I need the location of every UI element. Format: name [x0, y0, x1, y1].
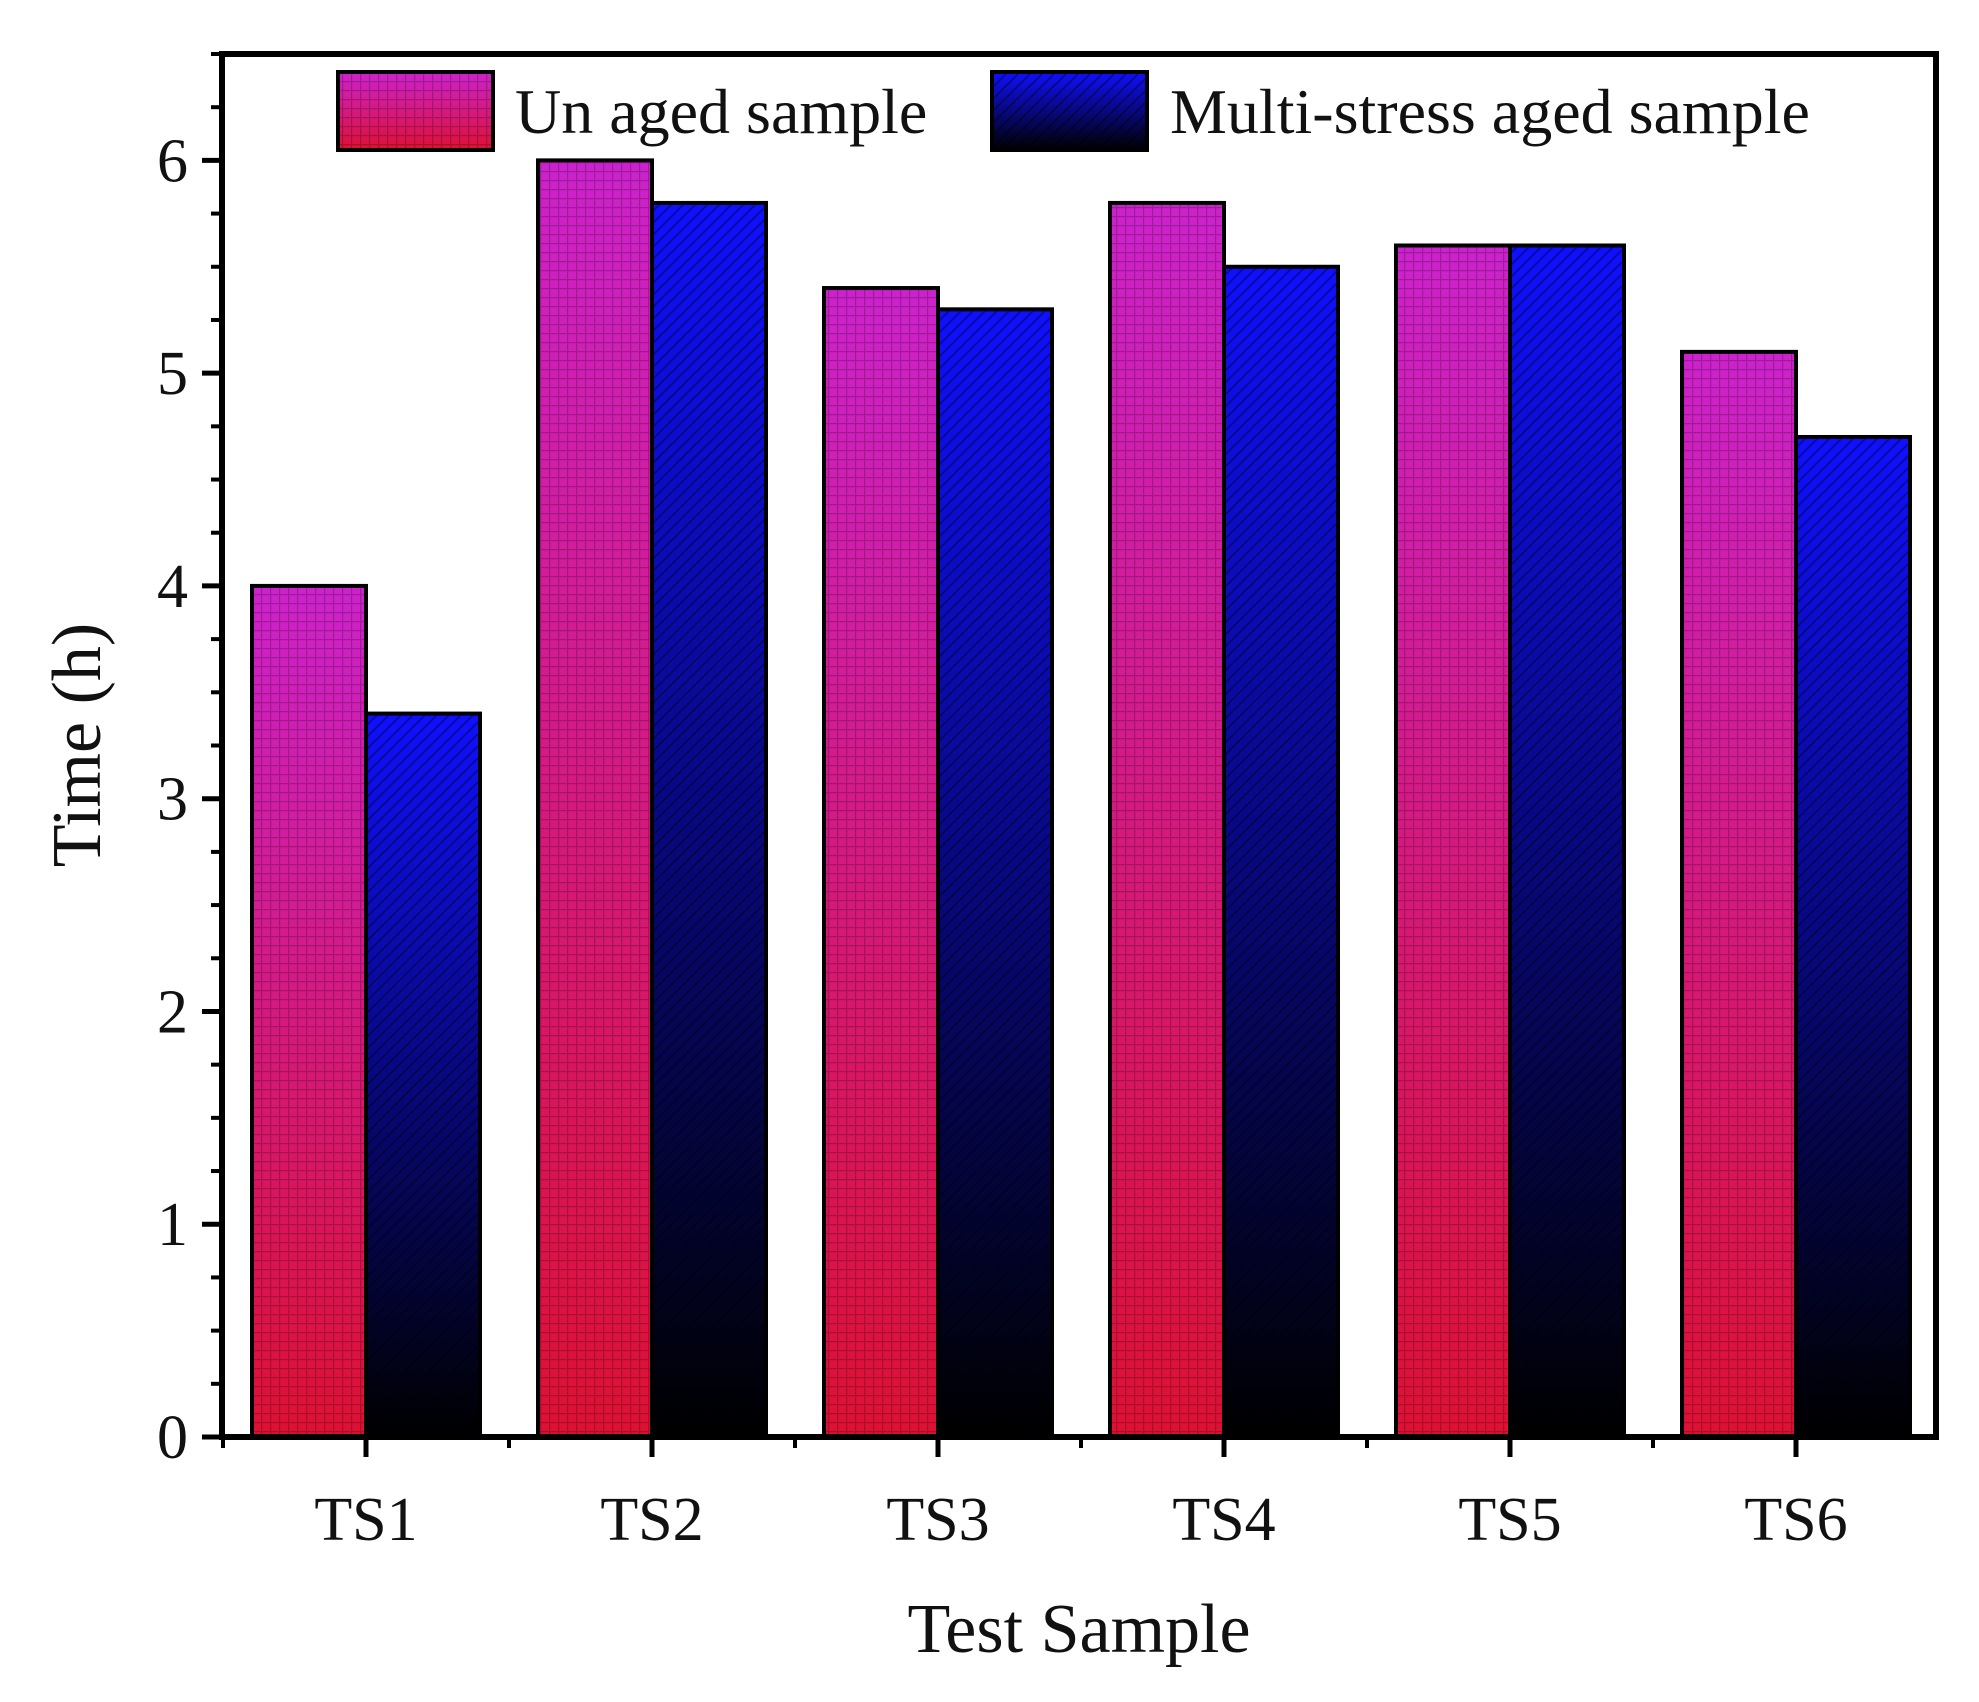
bar-pattern-unaged-ts5: [1396, 245, 1510, 1437]
y-tick-label: 1: [157, 1191, 188, 1259]
legend-item-unaged: Un aged sample: [336, 70, 927, 152]
y-axis-title: Time (h): [39, 623, 116, 867]
y-tick-label: 3: [157, 766, 188, 834]
bar-pattern-aged-ts5: [1510, 245, 1624, 1437]
y-tick-label: 6: [157, 127, 188, 195]
legend: Un aged sample Multi-stress aged sample: [336, 70, 1810, 152]
bar-pattern-unaged-ts1: [252, 585, 366, 1437]
legend-swatch-unaged-pattern: [338, 72, 493, 150]
x-tick-label: TS5: [1458, 1486, 1561, 1554]
x-tick-label: TS6: [1744, 1486, 1847, 1554]
y-tick-label: 2: [157, 978, 188, 1046]
bar-pattern-aged-ts4: [1224, 266, 1338, 1437]
bar-pattern-aged-ts1: [366, 713, 480, 1437]
y-axis: 0 1 2 3 4 5 6: [157, 52, 222, 1472]
bar-pattern-aged-ts3: [938, 309, 1052, 1437]
bar-pattern-unaged-ts3: [824, 288, 938, 1437]
bars-group: [250, 158, 1912, 1439]
x-tick-label: TS3: [886, 1486, 989, 1554]
bar-pattern-aged-ts2: [652, 202, 766, 1437]
y-tick-label: 5: [157, 340, 188, 408]
bar-pattern-unaged-ts4: [1110, 202, 1224, 1437]
legend-label-unaged: Un aged sample: [515, 76, 927, 147]
legend-swatch-aged-pattern: [992, 72, 1147, 150]
legend-item-aged: Multi-stress aged sample: [990, 70, 1810, 152]
bar-pattern-unaged-ts2: [538, 160, 652, 1437]
x-tick-label: TS4: [1172, 1486, 1275, 1554]
x-axis: TS1 TS2 TS3 TS4 TS5 TS6: [221, 1437, 1848, 1554]
bar-pattern-unaged-ts6: [1682, 351, 1796, 1437]
bar-pattern-aged-ts6: [1796, 436, 1910, 1437]
y-tick-label: 4: [157, 553, 188, 621]
x-tick-label: TS2: [600, 1486, 703, 1554]
y-tick-label: 0: [157, 1404, 188, 1472]
x-axis-title: Test Sample: [907, 1591, 1250, 1668]
x-tick-label: TS1: [314, 1486, 417, 1554]
legend-label-aged: Multi-stress aged sample: [1170, 76, 1810, 147]
